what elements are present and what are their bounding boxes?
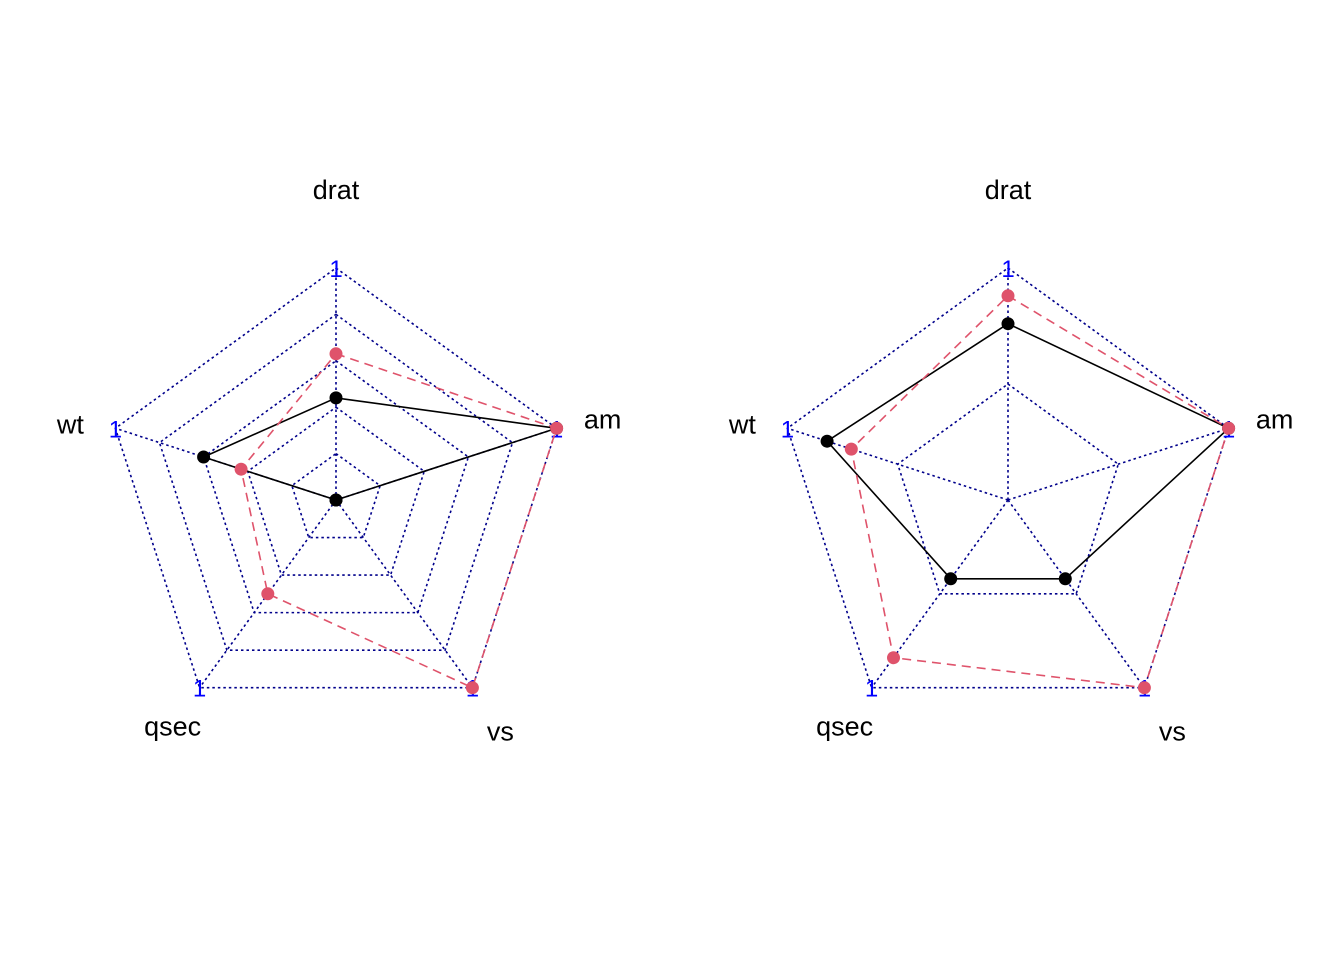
axis-line-am xyxy=(1007,427,1229,501)
axis-max-tick-qsec: 1 xyxy=(865,676,878,703)
series-1-line xyxy=(825,322,1231,580)
axis-line-wt xyxy=(787,427,1009,501)
grid-ring xyxy=(896,383,1120,595)
axis-max-tick-wt: 1 xyxy=(109,416,122,443)
series-1-point-drat xyxy=(329,391,343,405)
axis-max-tick-qsec: 1 xyxy=(193,676,206,703)
axis-label-qsec: qsec xyxy=(144,712,201,742)
grid-ring xyxy=(158,313,514,651)
grid-ring xyxy=(202,359,470,614)
series-2-point-am xyxy=(550,421,564,435)
series-2-point-vs xyxy=(465,681,479,695)
series-1-point-wt xyxy=(197,450,211,464)
series-2-point-am xyxy=(1222,421,1236,435)
axis-label-drat: drat xyxy=(985,175,1032,205)
axis-label-wt: wt xyxy=(56,409,84,439)
axis-label-vs: vs xyxy=(487,717,514,747)
axis-max-tick-drat: 1 xyxy=(1001,256,1014,283)
grid-ring xyxy=(290,452,382,539)
series-2-line xyxy=(850,294,1230,689)
axis-label-vs: vs xyxy=(1159,717,1186,747)
axis-max-tick-drat: 1 xyxy=(329,256,342,283)
radar-chart-left: 1drat1am1vs1qsec1wt xyxy=(56,175,621,747)
axis-label-wt: wt xyxy=(728,409,756,439)
series-1-point-qsec xyxy=(329,493,343,507)
series-2-point-wt xyxy=(844,442,858,456)
series-2-point-wt xyxy=(234,462,248,476)
series-2-point-vs xyxy=(1137,681,1151,695)
series-2-point-drat xyxy=(329,347,343,361)
series-2-point-qsec xyxy=(887,651,900,665)
series-1-point-drat xyxy=(1001,317,1015,331)
radar-chart-right: 1drat1am1vs1qsec1wt xyxy=(728,175,1293,747)
axis-label-am: am xyxy=(1256,404,1294,434)
axis-max-tick-wt: 1 xyxy=(781,416,794,443)
series-2-line xyxy=(240,352,558,689)
grid-ring xyxy=(114,267,558,689)
series-2-point-drat xyxy=(1001,289,1015,303)
grid-ring xyxy=(786,267,1230,689)
axis-label-qsec: qsec xyxy=(816,712,873,742)
series-1-point-wt xyxy=(820,434,834,448)
axis-label-drat: drat xyxy=(313,175,360,205)
series-1-point-qsec xyxy=(944,572,958,586)
axis-line-vs xyxy=(335,499,474,689)
series-2-point-qsec xyxy=(261,587,275,601)
axis-label-am: am xyxy=(584,404,622,434)
series-1-point-vs xyxy=(1058,572,1072,586)
series-1-line xyxy=(201,397,557,501)
axis-line-vs xyxy=(1007,499,1146,689)
